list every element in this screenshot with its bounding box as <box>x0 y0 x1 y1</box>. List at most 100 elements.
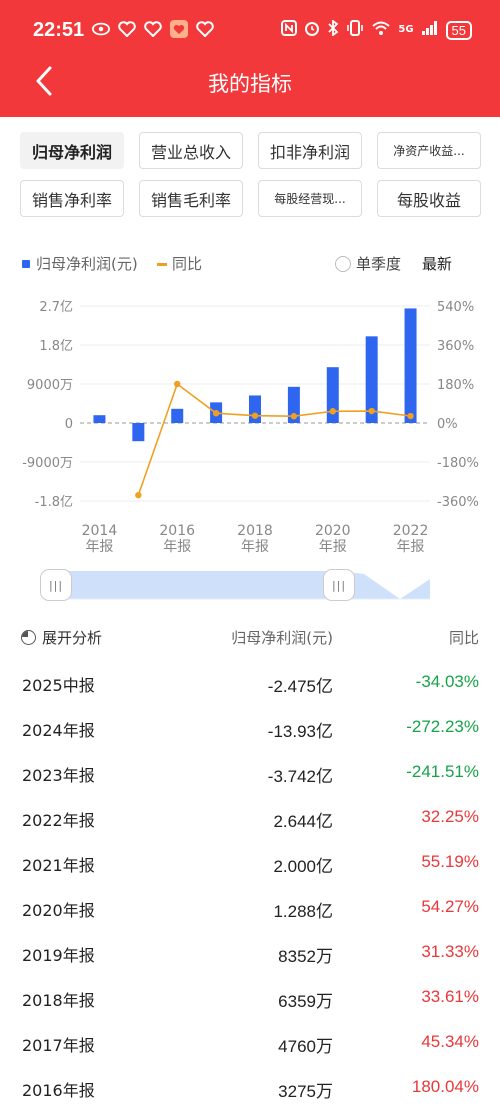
x-tick-year: 2022 <box>393 523 429 539</box>
row-value: 2.000亿 <box>273 857 333 876</box>
bluetooth-icon <box>327 19 339 40</box>
x-tick-year: 2014 <box>82 523 118 539</box>
row-value: -13.93亿 <box>267 722 333 741</box>
right-tick-label: -180% <box>437 456 479 471</box>
value-column-header: 归母净利润(元) <box>231 629 333 647</box>
slider-track-preview <box>56 571 430 600</box>
signal-icon <box>421 20 439 40</box>
yoy-line <box>137 382 411 496</box>
bar <box>93 415 106 423</box>
right-tick-label: -360% <box>437 495 479 510</box>
table-row[interactable]: 2022年报 2.644亿 32.25% <box>20 795 480 840</box>
expand-analysis-button[interactable]: 展开分析 <box>42 629 103 647</box>
bar-legend-label: 归母净利润(元) <box>36 255 138 273</box>
row-value: 4760万 <box>278 1037 333 1056</box>
notification-icons <box>92 20 214 38</box>
back-button[interactable] <box>30 63 60 99</box>
table-row[interactable]: 2016年报 3275万 180.04% <box>20 1065 480 1110</box>
table-row[interactable]: 2024年报 -13.93亿 -272.23% <box>20 705 480 750</box>
tab-net-profit-parent[interactable]: 归母净利润 <box>20 132 124 169</box>
table-row[interactable]: 2019年报 8352万 31.33% <box>20 930 480 975</box>
table-row[interactable]: 2017年报 4760万 45.34% <box>20 1020 480 1065</box>
row-value: 1.288亿 <box>273 902 333 921</box>
table-row[interactable]: 2018年报 6359万 33.61% <box>20 975 480 1020</box>
left-tick-label: -9000万 <box>22 456 73 471</box>
right-tick-label: 180% <box>437 378 474 393</box>
table-row[interactable]: 2025中报 -2.475亿 -34.03% <box>20 660 480 705</box>
right-tick-label: 540% <box>437 300 474 315</box>
alarm-icon <box>304 20 320 40</box>
line-point <box>407 412 414 420</box>
tab-operating-cashflow-per-share[interactable]: 每股经营现... <box>258 180 362 217</box>
line-point <box>368 407 375 415</box>
line-point <box>135 491 142 499</box>
back-arrow-icon <box>36 66 52 96</box>
row-yoy: 32.25% <box>421 807 479 826</box>
battery-icon: 55 <box>445 20 472 40</box>
row-yoy: -241.51% <box>406 762 479 781</box>
row-yoy: 33.61% <box>421 987 479 1006</box>
line-point <box>212 409 220 417</box>
tab-deducted-net-profit[interactable]: 扣非净利润 <box>258 132 362 169</box>
bar-legend-swatch <box>22 260 30 268</box>
single-quarter-label[interactable]: 单季度 <box>356 255 402 273</box>
line-legend-swatch <box>157 263 167 266</box>
line-point <box>251 412 259 419</box>
x-tick-sub: 年报 <box>397 539 425 555</box>
row-period: 2019年报 <box>22 946 95 965</box>
row-period: 2022年报 <box>22 811 95 830</box>
left-tick-label: 0 <box>65 417 73 432</box>
row-period: 2020年报 <box>22 901 95 920</box>
x-tick-sub: 年报 <box>85 539 113 555</box>
x-tick-sub: 年报 <box>241 539 269 555</box>
row-period: 2021年报 <box>22 856 95 875</box>
expand-analysis-icon[interactable] <box>21 630 36 645</box>
right-tick-label: 0% <box>437 417 458 432</box>
tab-gross-margin[interactable]: 销售毛利率 <box>139 180 243 217</box>
analysis-table: 2025中报 -2.475亿 -34.03% 2024年报 -13.93亿 -272.2… <box>20 660 480 1110</box>
latest-button[interactable]: 最新 <box>422 255 453 273</box>
x-tick-year: 2016 <box>159 523 195 539</box>
row-yoy: 45.34% <box>421 1032 479 1051</box>
row-value: 6359万 <box>278 992 333 1011</box>
eye-icon <box>92 20 110 38</box>
tab-eps[interactable]: 每股收益 <box>377 180 481 217</box>
heart-icon <box>196 20 214 38</box>
single-quarter-radio[interactable] <box>335 256 351 272</box>
left-tick-label: 2.7亿 <box>39 300 73 315</box>
slider-left-handle[interactable]: ||| <box>40 569 72 601</box>
tab-net-margin[interactable]: 销售净利率 <box>20 180 124 217</box>
left-tick-label: 9000万 <box>27 378 73 393</box>
row-value: 8352万 <box>278 947 333 966</box>
row-period: 2023年报 <box>22 766 95 785</box>
row-period: 2024年报 <box>22 721 95 740</box>
line-point <box>329 408 336 415</box>
bar-series <box>93 308 417 442</box>
network-type: 5G <box>398 24 414 35</box>
x-tick-year: 2018 <box>237 523 273 539</box>
table-row[interactable]: 2021年报 2.000亿 55.19% <box>20 840 480 885</box>
row-yoy: 54.27% <box>421 897 479 916</box>
system-status-icons: 5G 55 <box>281 19 472 40</box>
heart-icon <box>144 20 162 38</box>
table-row[interactable]: 2020年报 1.288亿 54.27% <box>20 885 480 930</box>
bar <box>287 386 300 423</box>
status-time: 22:51 <box>33 19 85 41</box>
bar <box>132 423 145 442</box>
bar <box>326 367 339 423</box>
row-value: -3.742亿 <box>267 767 333 786</box>
app-icon <box>170 20 188 38</box>
row-period: 2018年报 <box>22 991 95 1010</box>
yoy-column-header: 同比 <box>448 629 479 647</box>
row-value: -2.475亿 <box>267 677 333 696</box>
slider-right-handle[interactable]: ||| <box>323 569 355 601</box>
nfc-icon <box>281 20 298 40</box>
line-point <box>290 413 298 420</box>
tab-total-revenue[interactable]: 营业总收入 <box>139 132 243 169</box>
right-tick-label: 360% <box>437 339 474 354</box>
tab-roe[interactable]: 净资产收益... <box>377 132 481 169</box>
table-row[interactable]: 2023年报 -3.742亿 -241.51% <box>20 750 480 795</box>
chart-range-slider[interactable]: ||| ||| <box>38 568 434 602</box>
row-yoy: -272.23% <box>406 717 479 736</box>
